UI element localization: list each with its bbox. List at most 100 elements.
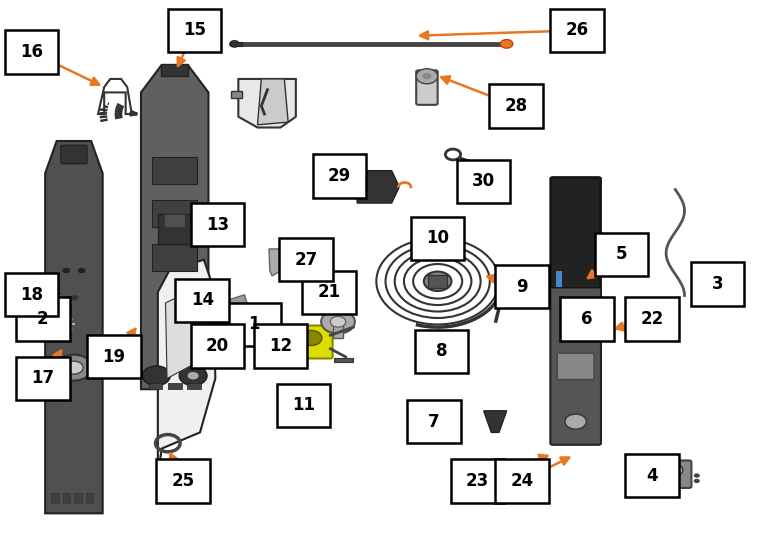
Bar <box>153 243 197 270</box>
Bar <box>63 493 71 503</box>
Text: 19: 19 <box>103 348 126 366</box>
FancyBboxPatch shape <box>551 177 601 445</box>
Text: 30: 30 <box>472 173 495 190</box>
FancyBboxPatch shape <box>451 459 505 503</box>
Polygon shape <box>166 287 207 378</box>
Polygon shape <box>357 170 399 203</box>
Polygon shape <box>141 65 208 389</box>
Bar <box>158 214 191 243</box>
FancyBboxPatch shape <box>495 265 549 308</box>
Text: 10: 10 <box>426 229 449 247</box>
Polygon shape <box>238 79 296 128</box>
FancyBboxPatch shape <box>168 9 221 52</box>
Text: 16: 16 <box>20 43 43 61</box>
Text: 9: 9 <box>516 278 528 296</box>
Text: 12: 12 <box>269 337 292 355</box>
Text: 3: 3 <box>712 275 723 293</box>
Bar <box>74 493 82 503</box>
FancyBboxPatch shape <box>227 303 280 346</box>
Bar <box>153 200 197 227</box>
Text: 6: 6 <box>581 310 593 328</box>
FancyBboxPatch shape <box>61 146 87 164</box>
Bar <box>187 382 200 389</box>
Text: 7: 7 <box>428 413 439 431</box>
Text: 8: 8 <box>435 342 447 360</box>
Bar <box>230 91 242 98</box>
FancyBboxPatch shape <box>88 335 141 378</box>
FancyBboxPatch shape <box>558 353 594 379</box>
Polygon shape <box>283 249 296 276</box>
FancyBboxPatch shape <box>411 216 465 260</box>
Text: 11: 11 <box>292 397 315 414</box>
FancyBboxPatch shape <box>625 298 679 341</box>
FancyBboxPatch shape <box>625 454 679 497</box>
FancyBboxPatch shape <box>276 384 330 427</box>
FancyBboxPatch shape <box>190 203 244 246</box>
Text: 23: 23 <box>466 472 489 490</box>
Text: 13: 13 <box>206 216 229 234</box>
Text: 18: 18 <box>20 286 43 304</box>
FancyBboxPatch shape <box>16 357 70 400</box>
Circle shape <box>416 69 438 84</box>
FancyBboxPatch shape <box>190 325 244 368</box>
Circle shape <box>143 366 170 385</box>
FancyBboxPatch shape <box>407 400 461 443</box>
Text: 14: 14 <box>190 291 214 309</box>
FancyBboxPatch shape <box>495 459 549 503</box>
Text: 26: 26 <box>565 22 589 39</box>
Text: 2: 2 <box>37 310 48 328</box>
FancyBboxPatch shape <box>690 262 744 306</box>
Circle shape <box>667 465 683 476</box>
FancyBboxPatch shape <box>415 330 468 373</box>
Text: 17: 17 <box>31 370 55 387</box>
Polygon shape <box>45 141 103 513</box>
FancyBboxPatch shape <box>16 298 70 341</box>
FancyBboxPatch shape <box>561 298 614 341</box>
Bar <box>333 325 343 338</box>
FancyBboxPatch shape <box>253 325 307 368</box>
Text: 15: 15 <box>183 22 206 39</box>
Bar <box>164 214 185 227</box>
Polygon shape <box>214 295 253 338</box>
FancyBboxPatch shape <box>416 70 438 105</box>
Text: 27: 27 <box>294 250 317 269</box>
FancyBboxPatch shape <box>489 84 543 128</box>
Text: 5: 5 <box>616 245 627 263</box>
FancyBboxPatch shape <box>175 279 229 322</box>
Bar <box>51 493 59 503</box>
Circle shape <box>565 414 587 429</box>
Bar <box>429 275 447 288</box>
FancyBboxPatch shape <box>551 9 604 52</box>
FancyBboxPatch shape <box>157 459 210 503</box>
Polygon shape <box>269 249 283 276</box>
Bar <box>149 382 163 389</box>
Polygon shape <box>158 260 215 476</box>
Text: 20: 20 <box>206 337 229 355</box>
FancyBboxPatch shape <box>551 177 600 288</box>
Text: 24: 24 <box>511 472 534 490</box>
Circle shape <box>187 372 199 380</box>
FancyBboxPatch shape <box>595 233 648 276</box>
Polygon shape <box>484 411 507 432</box>
Text: 21: 21 <box>317 283 340 301</box>
Bar <box>334 358 353 362</box>
FancyBboxPatch shape <box>5 273 58 316</box>
Circle shape <box>422 73 432 80</box>
Circle shape <box>330 316 346 327</box>
Circle shape <box>694 479 700 483</box>
Circle shape <box>694 473 700 478</box>
Text: 1: 1 <box>248 315 260 333</box>
Text: 28: 28 <box>505 97 528 115</box>
FancyBboxPatch shape <box>313 155 366 197</box>
Circle shape <box>501 39 513 48</box>
Bar <box>153 157 197 184</box>
FancyBboxPatch shape <box>290 326 333 359</box>
Polygon shape <box>257 79 288 125</box>
Circle shape <box>300 331 322 346</box>
Circle shape <box>62 268 70 273</box>
FancyBboxPatch shape <box>457 160 511 203</box>
Bar <box>230 42 242 46</box>
Text: 22: 22 <box>641 310 664 328</box>
FancyBboxPatch shape <box>659 460 691 488</box>
FancyBboxPatch shape <box>302 270 356 314</box>
